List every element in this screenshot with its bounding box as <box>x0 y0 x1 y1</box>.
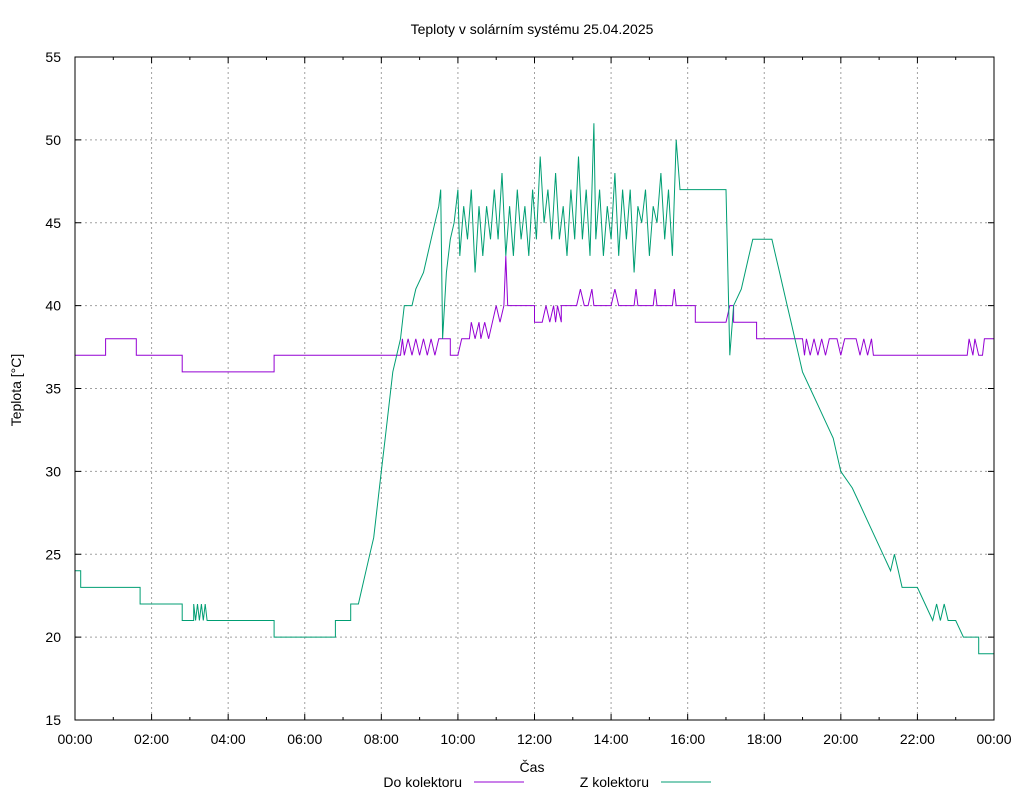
y-tick-label: 35 <box>45 381 61 397</box>
legend-label-z-kolektoru: Z kolektoru <box>580 774 649 790</box>
x-tick-label: 08:00 <box>364 731 399 747</box>
y-tick-label: 15 <box>45 712 61 728</box>
series-line-z-kolektoru <box>75 123 994 655</box>
x-axis-title: Čas <box>520 759 545 775</box>
y-tick-label: 25 <box>45 546 61 562</box>
x-tick-label: 04:00 <box>211 731 246 747</box>
series-lines <box>75 123 994 655</box>
x-tick-label: 06:00 <box>287 731 322 747</box>
x-tick-label: 10:00 <box>440 731 475 747</box>
x-tick-label: 00:00 <box>976 731 1011 747</box>
chart-title: Teploty v solárním systému 25.04.2025 <box>411 21 654 37</box>
x-axis-tick-labels: 00:00 02:00 04:00 06:00 08:00 10:00 12:00 14:00… <box>57 731 1011 747</box>
y-tick-label: 45 <box>45 215 61 231</box>
y-tick-label: 40 <box>45 298 61 314</box>
x-tick-label: 00:00 <box>57 731 92 747</box>
y-axis-tick-labels: 15 20 25 30 35 40 45 50 55 <box>45 49 61 728</box>
x-tick-label: 18:00 <box>747 731 782 747</box>
y-tick-label: 30 <box>45 463 61 479</box>
x-tick-label: 20:00 <box>823 731 858 747</box>
y-tick-label: 50 <box>45 132 61 148</box>
series-line-do-kolektoru <box>75 255 994 373</box>
x-tick-label: 02:00 <box>134 731 169 747</box>
axis-ticks <box>74 56 995 721</box>
y-axis-title: Teplota [°C] <box>8 354 24 427</box>
x-tick-label: 16:00 <box>670 731 705 747</box>
x-tick-label: 14:00 <box>594 731 629 747</box>
x-tick-label: 22:00 <box>900 731 935 747</box>
y-tick-label: 20 <box>45 629 61 645</box>
y-tick-label: 55 <box>45 49 61 65</box>
legend: Do kolektoru Z kolektoru <box>383 774 711 790</box>
x-tick-label: 12:00 <box>517 731 552 747</box>
legend-label-do-kolektoru: Do kolektoru <box>383 774 462 790</box>
grid-lines <box>75 57 994 720</box>
